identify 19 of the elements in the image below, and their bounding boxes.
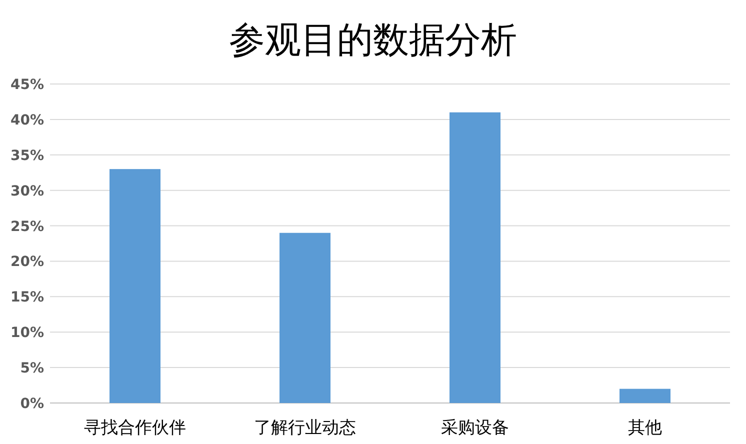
y-tick-label: 30% — [10, 183, 44, 200]
y-tick-label: 0% — [20, 396, 44, 412]
x-tick-label: 其他 — [628, 418, 662, 438]
bar — [450, 112, 500, 403]
x-tick-label: 了解行业动态 — [254, 418, 356, 438]
x-tick-label: 采购设备 — [441, 418, 509, 438]
y-tick-label: 20% — [10, 254, 44, 270]
y-tick-label: 45% — [10, 77, 44, 93]
y-tick-label: 35% — [10, 148, 44, 164]
bar — [620, 388, 670, 403]
y-tick-label: 10% — [10, 325, 44, 342]
y-tick-label: 40% — [10, 112, 44, 128]
bar — [280, 232, 330, 403]
chart-title: 参观目的数据分析 — [229, 20, 517, 61]
bar — [110, 169, 160, 403]
y-tick-label: 5% — [20, 360, 44, 377]
x-tick-label: 寻找合作伙伴 — [84, 418, 186, 438]
y-tick-label: 15% — [10, 290, 44, 306]
y-tick-label: 25% — [10, 218, 44, 235]
